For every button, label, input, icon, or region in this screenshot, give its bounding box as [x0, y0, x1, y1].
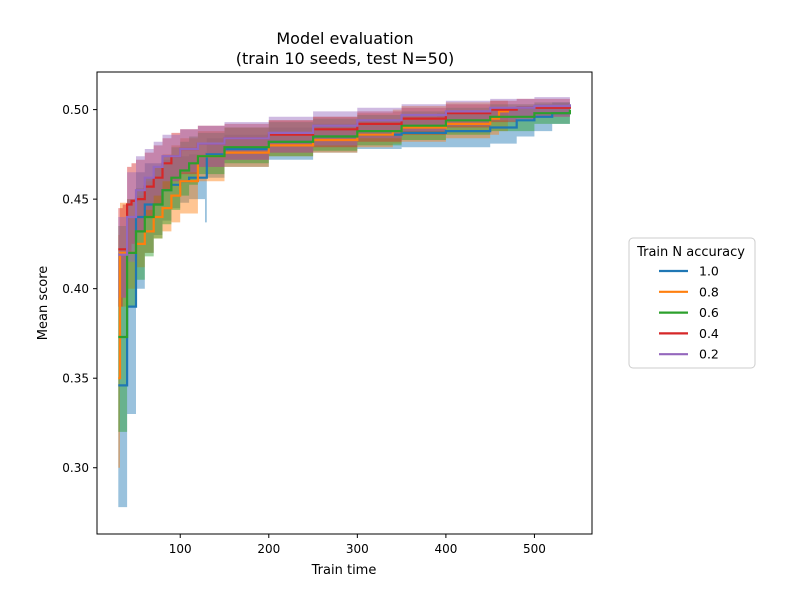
- y-tick-label: 0.30: [62, 461, 89, 475]
- legend-label-0-4: 0.4: [699, 326, 719, 341]
- chart-title: Model evaluation: [276, 29, 413, 48]
- legend-items: 1.0 0.8 0.6 0.4 0.2: [659, 264, 719, 362]
- band-0-8: [118, 98, 508, 468]
- x-tick-label: 500: [523, 542, 546, 556]
- series-line-1-0: [118, 111, 572, 387]
- legend-label-0-2: 0.2: [699, 347, 719, 362]
- legend-label-0-6: 0.6: [699, 305, 719, 320]
- legend-title: Train N accuracy: [636, 245, 745, 260]
- plot-frame: [96, 71, 593, 535]
- series-lines: [118, 104, 572, 387]
- y-axis-label: Mean score: [36, 266, 51, 340]
- y-tick-label: 0.35: [62, 372, 89, 386]
- x-tick-label: 200: [257, 542, 280, 556]
- x-axis: 100 200 300 400 500: [169, 534, 546, 556]
- y-tick-label: 0.50: [62, 103, 89, 117]
- x-tick-label: 400: [434, 542, 457, 556]
- x-tick-label: 300: [346, 542, 369, 556]
- band-0-2: [118, 95, 570, 298]
- y-axis: 0.30 0.35 0.40 0.45 0.50: [62, 103, 97, 475]
- y-tick-label: 0.40: [62, 282, 89, 296]
- chart-subtitle: (train 10 seeds, test N=50): [236, 49, 455, 68]
- plot-area: [118, 95, 572, 508]
- legend-label-1-0: 1.0: [699, 264, 719, 279]
- x-tick-label: 100: [169, 542, 192, 556]
- series-line-0-2: [118, 104, 572, 256]
- legend-label-0-8: 0.8: [699, 284, 719, 299]
- legend: Train N accuracy 1.0 0.8 0.6 0.4 0.2: [628, 237, 756, 369]
- x-axis-label: Train time: [311, 563, 377, 578]
- series-line-0-6: [118, 109, 572, 339]
- y-tick-label: 0.45: [62, 193, 89, 207]
